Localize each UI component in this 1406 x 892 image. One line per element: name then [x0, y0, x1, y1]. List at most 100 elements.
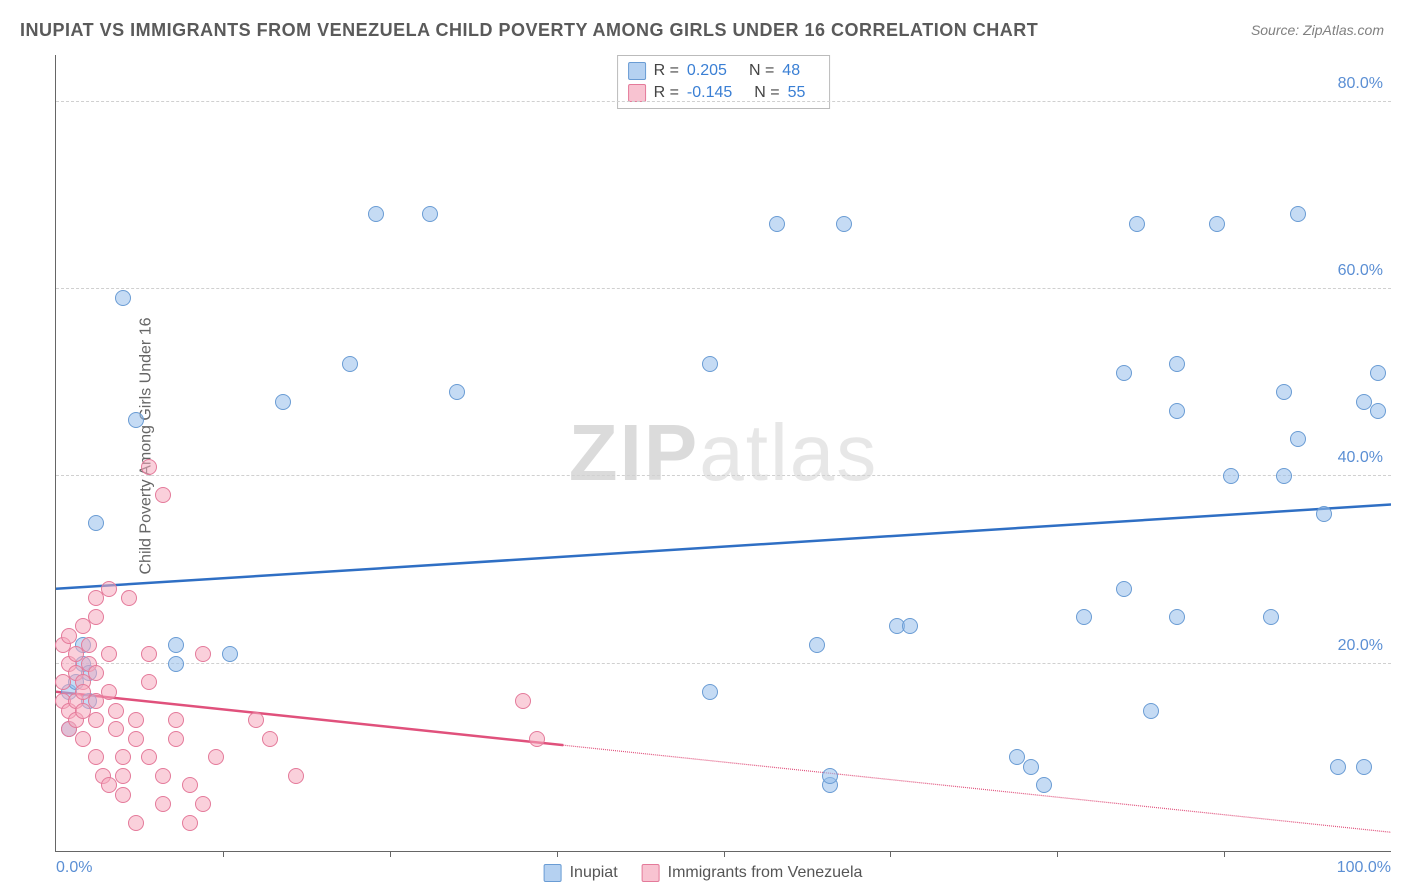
x-tick [557, 851, 558, 857]
scatter-point [128, 712, 144, 728]
scatter-point [168, 712, 184, 728]
x-tick [890, 851, 891, 857]
y-tick-label: 60.0% [1338, 262, 1383, 280]
x-tick [390, 851, 391, 857]
scatter-point [342, 356, 358, 372]
scatter-point [529, 731, 545, 747]
stat-r-label: R = [654, 62, 679, 80]
scatter-point [128, 731, 144, 747]
scatter-point [108, 721, 124, 737]
watermark-light: atlas [699, 408, 878, 497]
scatter-point [155, 796, 171, 812]
scatter-point [248, 712, 264, 728]
legend-label: Immigrants from Venezuela [668, 864, 863, 882]
scatter-point [1290, 431, 1306, 447]
scatter-point [368, 206, 384, 222]
scatter-point [1276, 384, 1292, 400]
scatter-point [128, 815, 144, 831]
legend-swatch [628, 62, 646, 80]
scatter-point [141, 749, 157, 765]
watermark-bold: ZIP [569, 408, 699, 497]
legend-swatch [642, 864, 660, 882]
scatter-point [101, 646, 117, 662]
scatter-point [1356, 759, 1372, 775]
scatter-point [1330, 759, 1346, 775]
stat-n-label: N = [754, 84, 779, 102]
scatter-point [1316, 506, 1332, 522]
x-tick-label: 0.0% [56, 859, 92, 877]
stat-r-value: 0.205 [687, 62, 727, 80]
scatter-point [182, 777, 198, 793]
stat-n-label: N = [749, 62, 774, 80]
scatter-point [702, 684, 718, 700]
stats-row: R = 0.205 N = 48 [628, 60, 820, 82]
watermark: ZIPatlas [569, 407, 878, 499]
legend-item: Inupiat [544, 864, 618, 882]
scatter-point [128, 412, 144, 428]
scatter-point [88, 749, 104, 765]
x-tick [724, 851, 725, 857]
scatter-point [155, 487, 171, 503]
gridline-horizontal [56, 288, 1391, 289]
scatter-point [168, 731, 184, 747]
scatter-point [1116, 581, 1132, 597]
scatter-point [195, 796, 211, 812]
legend-swatch [628, 84, 646, 102]
scatter-point [1370, 403, 1386, 419]
y-tick-label: 20.0% [1338, 637, 1383, 655]
scatter-point [168, 656, 184, 672]
scatter-point [88, 712, 104, 728]
scatter-point [422, 206, 438, 222]
gridline-horizontal [56, 475, 1391, 476]
stat-r-label: R = [654, 84, 679, 102]
scatter-point [101, 684, 117, 700]
chart-title: INUPIAT VS IMMIGRANTS FROM VENEZUELA CHI… [20, 20, 1038, 41]
x-tick-label: 100.0% [1337, 859, 1391, 877]
scatter-point [1169, 609, 1185, 625]
scatter-point [81, 637, 97, 653]
scatter-point [515, 693, 531, 709]
scatter-point [75, 731, 91, 747]
scatter-point [822, 768, 838, 784]
scatter-point [836, 216, 852, 232]
scatter-point [88, 665, 104, 681]
scatter-point [769, 216, 785, 232]
scatter-point [141, 646, 157, 662]
scatter-point [168, 637, 184, 653]
x-tick [1224, 851, 1225, 857]
gridline-horizontal [56, 663, 1391, 664]
scatter-point [809, 637, 825, 653]
scatter-point [1129, 216, 1145, 232]
scatter-point [1223, 468, 1239, 484]
scatter-point [115, 290, 131, 306]
scatter-point [101, 581, 117, 597]
scatter-point [208, 749, 224, 765]
scatter-point [141, 459, 157, 475]
scatter-point [1169, 356, 1185, 372]
scatter-point [902, 618, 918, 634]
scatter-point [702, 356, 718, 372]
y-tick-label: 80.0% [1338, 75, 1383, 93]
legend-label: Inupiat [570, 864, 618, 882]
scatter-point [1036, 777, 1052, 793]
scatter-point [182, 815, 198, 831]
trendlines-svg [56, 55, 1391, 851]
scatter-point [1276, 468, 1292, 484]
scatter-point [222, 646, 238, 662]
scatter-point [275, 394, 291, 410]
source-attribution: Source: ZipAtlas.com [1251, 22, 1384, 38]
legend-item: Immigrants from Venezuela [642, 864, 863, 882]
stat-n-value: 48 [782, 62, 800, 80]
scatter-point [1023, 759, 1039, 775]
scatter-point [1370, 365, 1386, 381]
stat-n-value: 55 [788, 84, 806, 102]
scatter-point [115, 749, 131, 765]
scatter-point [141, 674, 157, 690]
series-legend: Inupiat Immigrants from Venezuela [544, 864, 863, 882]
scatter-point [1263, 609, 1279, 625]
scatter-point [1143, 703, 1159, 719]
chart-plot-area: ZIPatlas R =0.205N =48R =-0.145N =55 20.… [55, 55, 1391, 852]
scatter-point [115, 768, 131, 784]
stat-r-value: -0.145 [687, 84, 732, 102]
scatter-point [1290, 206, 1306, 222]
